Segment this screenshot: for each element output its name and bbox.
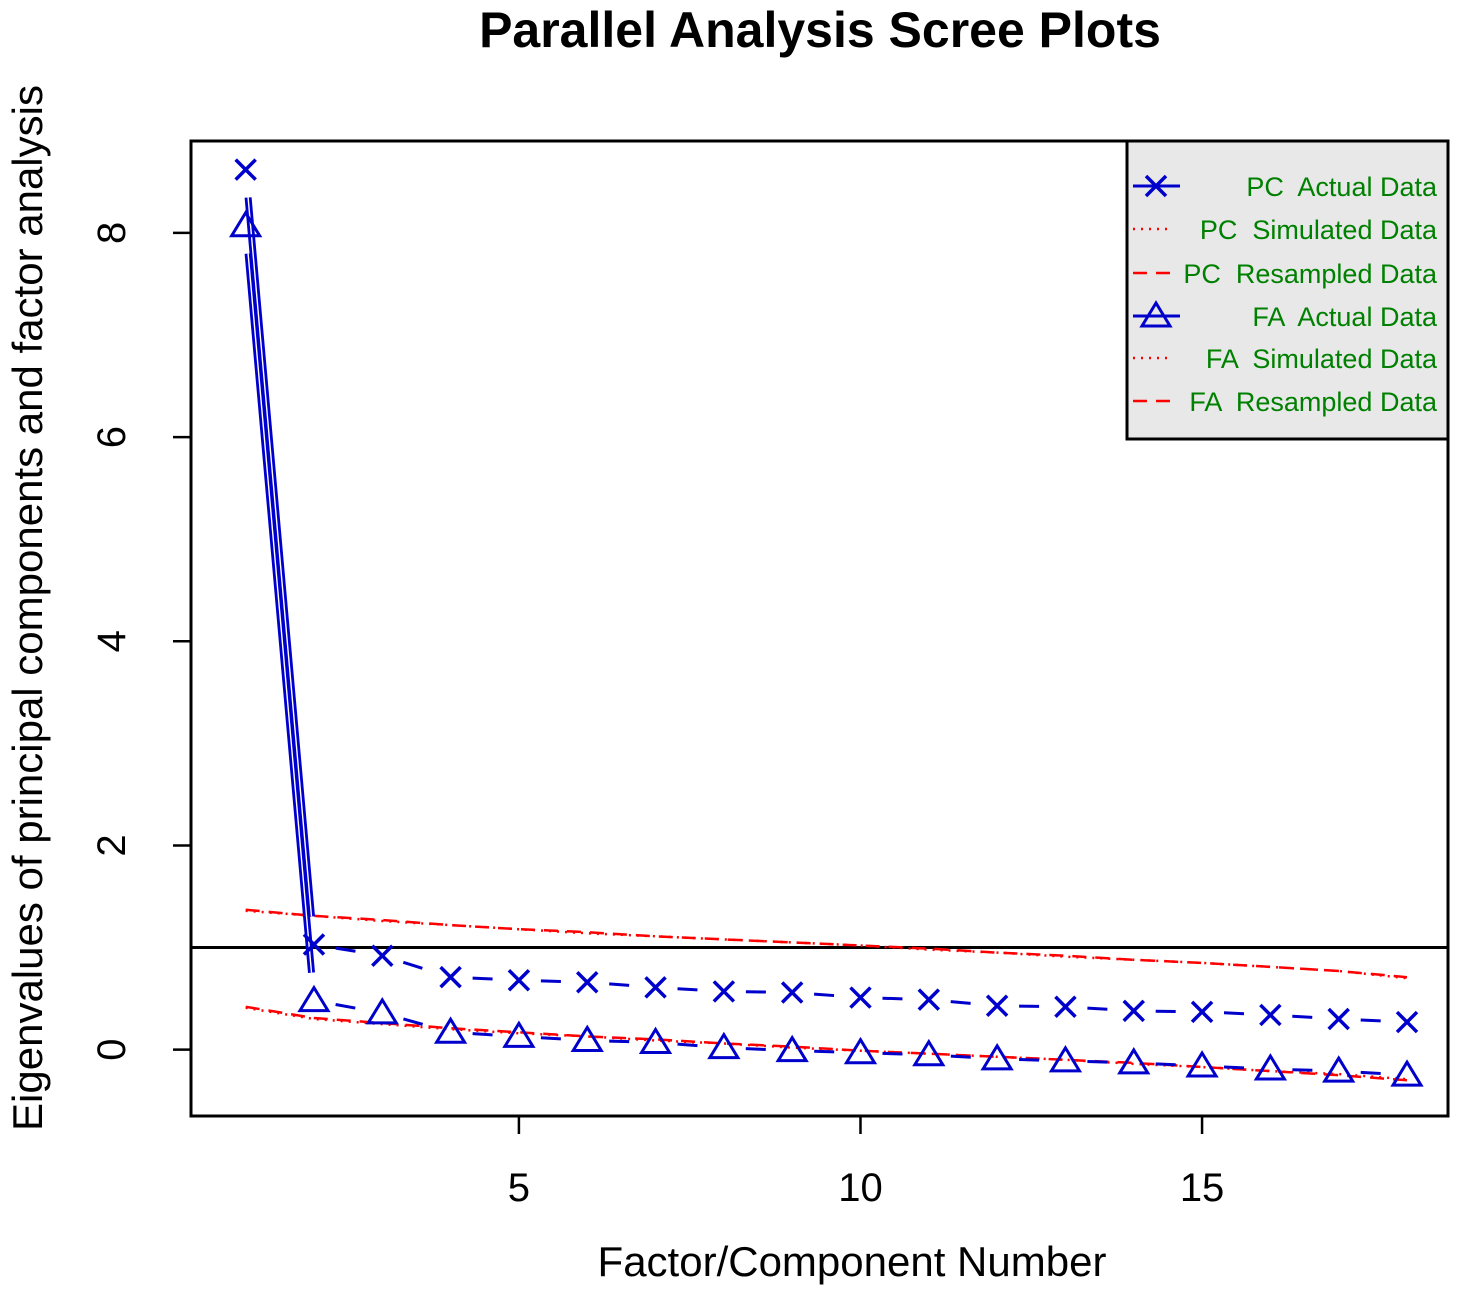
- fa-point: [1048, 1044, 1083, 1073]
- fa-point: [433, 1016, 468, 1044]
- pc-point: [644, 976, 667, 999]
- fa-point: [1322, 1055, 1356, 1083]
- series-line: [335, 1003, 1386, 1076]
- fa-point: [980, 1042, 1014, 1071]
- pc-point: [234, 158, 257, 181]
- x-tick-label: 5: [508, 1166, 530, 1210]
- pc-point: [712, 980, 736, 1003]
- y-tick-label: 8: [90, 222, 134, 244]
- fa-point: [1253, 1053, 1288, 1081]
- legend-box: [1125, 139, 1450, 441]
- legend-label: FA Resampled Data: [1189, 387, 1438, 417]
- axes: 5 10 15 0 2 4 6 8: [90, 222, 1224, 1210]
- pc-point: [1259, 1003, 1282, 1027]
- legend-label: FA Actual Data: [1252, 302, 1438, 332]
- pc-point: [302, 933, 326, 956]
- pc-point: [1190, 1000, 1214, 1024]
- series-line: [247, 197, 313, 917]
- x-tick-label: 15: [1180, 1166, 1225, 1210]
- pc-point: [1327, 1007, 1350, 1031]
- pc-point: [1122, 999, 1145, 1023]
- y-tick-label: 4: [90, 630, 134, 652]
- pc-point: [917, 988, 941, 1011]
- legend-triangle-marker: [1139, 300, 1173, 328]
- fa-point: [843, 1036, 878, 1065]
- pc-point: [439, 965, 462, 989]
- series-line: [245, 1005, 1408, 1082]
- pc-point: [371, 944, 394, 967]
- legend-label: FA Simulated Data: [1206, 344, 1438, 374]
- pc-point: [1054, 995, 1077, 1018]
- pc-point: [575, 971, 599, 994]
- series-line: [247, 253, 313, 973]
- y-tick-label: 0: [90, 1038, 134, 1060]
- x-tick-label: 10: [838, 1166, 883, 1210]
- series-line: [245, 908, 1408, 979]
- legend-label: PC Actual Data: [1246, 172, 1438, 202]
- fa-point: [297, 984, 331, 1013]
- fa-point: [775, 1034, 809, 1063]
- y-tick-label: 2: [90, 834, 134, 856]
- pc-point: [1395, 1010, 1419, 1034]
- fa-point: [1185, 1050, 1219, 1078]
- y-axis-label: Eigenvalues of principal components and …: [4, 85, 51, 1131]
- fa-point: [228, 209, 263, 238]
- legend: PC Actual Data PC Simulated Data PC Resamp…: [1125, 139, 1450, 441]
- pc-point: [507, 968, 531, 992]
- fa-point: [502, 1020, 536, 1048]
- legend-label: PC Resampled Data: [1183, 259, 1438, 289]
- fa-point: [912, 1038, 946, 1067]
- fa-point: [707, 1031, 741, 1060]
- fa-point: [365, 997, 399, 1025]
- legend-label: PC Simulated Data: [1200, 215, 1438, 245]
- fa-point: [1390, 1059, 1424, 1087]
- fa-point: [570, 1024, 604, 1052]
- y-tick-label: 6: [90, 426, 134, 448]
- fa-point: [638, 1026, 673, 1054]
- x-axis-label: Factor/Component Number: [598, 1238, 1107, 1285]
- pc-point: [985, 994, 1009, 1017]
- series-line: [335, 946, 1386, 1023]
- pc-point: [849, 986, 872, 1009]
- plot-area: [191, 158, 1448, 1087]
- fa-point: [1117, 1047, 1151, 1075]
- chart-title: Parallel Analysis Scree Plots: [479, 2, 1161, 58]
- legend-x-marker: [1144, 174, 1168, 198]
- pc-point: [780, 981, 804, 1004]
